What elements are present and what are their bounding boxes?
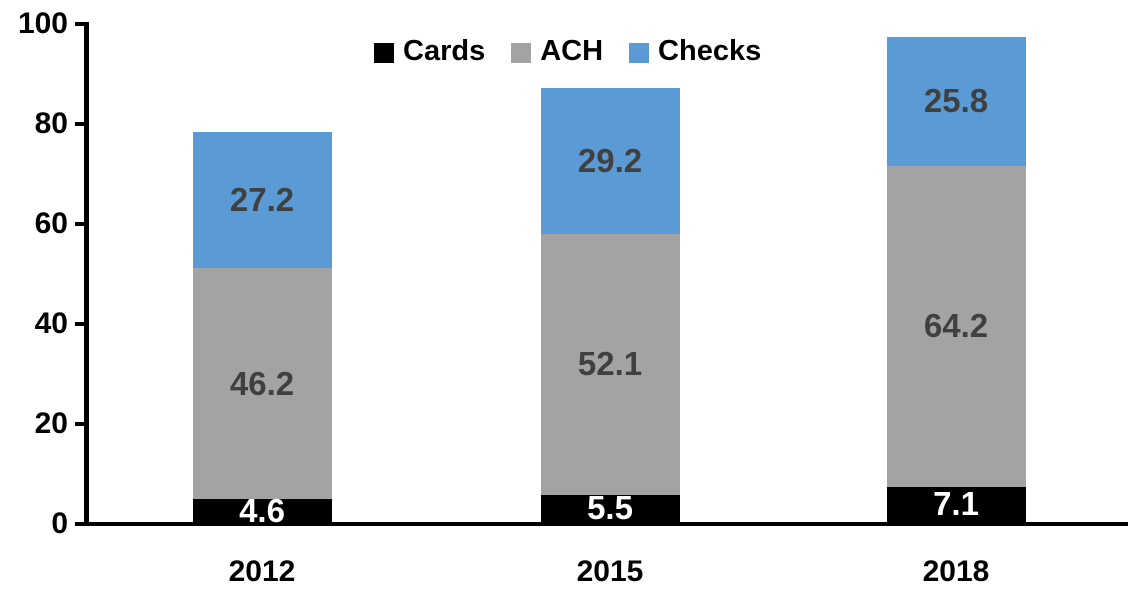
bar-segment-ach bbox=[192, 268, 332, 499]
bar-segment-ach bbox=[540, 234, 680, 495]
bar-value-label: 27.2 bbox=[229, 181, 295, 218]
y-axis-tick-label: 100 bbox=[17, 7, 68, 40]
legend-label: Cards bbox=[403, 35, 486, 67]
legend-label: ACH bbox=[540, 35, 604, 67]
legend-item-ach: ACH bbox=[511, 36, 603, 66]
y-axis-tick-label: 0 bbox=[51, 507, 68, 540]
x-axis-line bbox=[84, 522, 1128, 526]
bar-segment-cards bbox=[192, 499, 332, 522]
bar-value-label: 29.2 bbox=[577, 142, 643, 179]
y-axis-tick bbox=[75, 522, 84, 526]
x-axis-category-label: 2012 bbox=[228, 555, 296, 588]
y-axis-tick bbox=[75, 22, 84, 26]
y-axis-tick bbox=[75, 322, 84, 326]
bar-segment-checks bbox=[192, 132, 332, 268]
bar-segment-ach bbox=[886, 165, 1026, 487]
y-axis-tick bbox=[75, 222, 84, 226]
y-axis-tick bbox=[75, 122, 84, 126]
y-axis-tick bbox=[75, 422, 84, 426]
legend-swatch-icon bbox=[374, 43, 394, 63]
bar-value-label: 5.5 bbox=[587, 489, 633, 527]
bar-value-label: 7.1 bbox=[933, 485, 979, 523]
bar-value-label: 4.6 bbox=[239, 491, 285, 529]
y-axis-line bbox=[84, 22, 89, 526]
bar-value-label: 52.1 bbox=[577, 345, 643, 383]
bar-segment-cards bbox=[540, 494, 680, 522]
legend-item-checks: Checks bbox=[629, 36, 761, 66]
bar-value-label: 25.8 bbox=[923, 82, 989, 119]
bar-value-label: 46.2 bbox=[229, 364, 295, 402]
legend-item-cards: Cards bbox=[374, 36, 485, 66]
legend-swatch-icon bbox=[511, 43, 532, 63]
y-axis-tick-label: 80 bbox=[34, 107, 68, 140]
chart-legend: Cards ACH Checks bbox=[374, 36, 761, 66]
legend-label: Checks bbox=[658, 35, 762, 67]
y-axis-tick-label: 20 bbox=[34, 407, 68, 440]
bar-value-label: 64.2 bbox=[923, 307, 989, 344]
y-axis-tick-label: 40 bbox=[34, 307, 68, 340]
x-axis-category-label: 2015 bbox=[576, 555, 644, 588]
legend-swatch-icon bbox=[629, 43, 650, 63]
y-axis-tick-label: 60 bbox=[34, 207, 68, 240]
bar-segment-cards bbox=[886, 486, 1026, 522]
x-axis-category-label: 2018 bbox=[922, 555, 990, 588]
bar-segment-checks bbox=[886, 36, 1026, 166]
bar-segment-checks bbox=[540, 88, 680, 234]
